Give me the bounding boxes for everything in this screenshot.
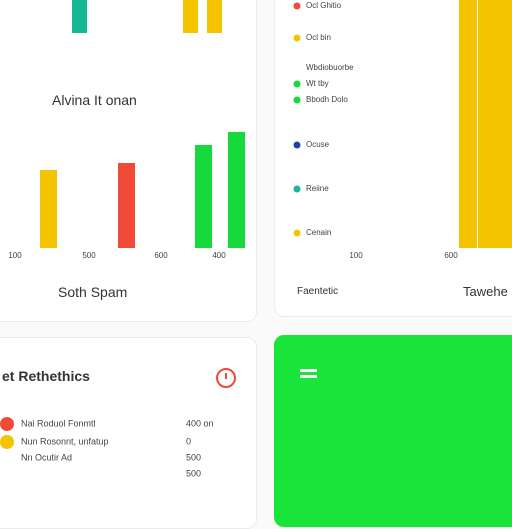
axis-label: 500 [82,251,96,260]
legend-label: Reiine [306,184,329,193]
bar [228,132,245,248]
alert-icon[interactable] [216,368,236,388]
legend-label: Wt tby [306,79,329,88]
footer: Soth Spam [58,284,128,300]
legend-label: Bbodh Dolo [306,95,348,104]
title: Alvina It onan [52,92,137,108]
row-dot [0,435,14,449]
legend-dot [293,34,301,42]
row-label: Nn Ocutir Ad [21,452,72,462]
title: et Rethethics [2,368,90,384]
row-value: 0 [186,436,191,446]
legend-dot [293,185,301,193]
legend-label: Ocl Ghitio [306,1,342,10]
row-dot [0,417,14,431]
card [0,0,257,322]
legend-dot [293,229,301,237]
row-value: 400 on [186,418,214,428]
bar [195,145,212,248]
footer: Tawehe [463,284,508,299]
row-label: Nun Rosonnt, unfatup [21,436,109,446]
axis-label: 100 [349,251,363,260]
bar [72,0,87,33]
graphics: 100 500 600 400 Ocl Ghitio Ocl bin Wbdiobuorbe… [0,0,512,478]
bar [40,170,57,248]
legend-label: Ocuse [306,140,330,149]
row-label: Nai Roduol Fonmtl [21,418,96,428]
legend-dot [293,80,301,88]
legend-label: Cenain [306,228,331,237]
legend-label: Wbdiobuorbe [306,63,354,72]
legend-label: Ocl bin [306,33,331,42]
axis-label: 100 [8,251,22,260]
menu-icon[interactable] [300,369,317,372]
row-value: 500 [186,468,201,478]
axis-label: 600 [444,251,458,260]
menu-icon [300,375,317,378]
axis-label: 400 [212,251,226,260]
bar [118,163,135,248]
bar [183,0,198,33]
bar [478,0,512,248]
legend-dot [293,2,301,10]
green-card[interactable] [274,335,512,527]
row-value: 500 [186,452,201,462]
legend-dot [293,96,301,104]
axis-label: 600 [154,251,168,260]
bar [459,0,477,248]
footer: Faentetic [297,286,339,297]
legend-dot [293,141,301,149]
bar [207,0,222,33]
